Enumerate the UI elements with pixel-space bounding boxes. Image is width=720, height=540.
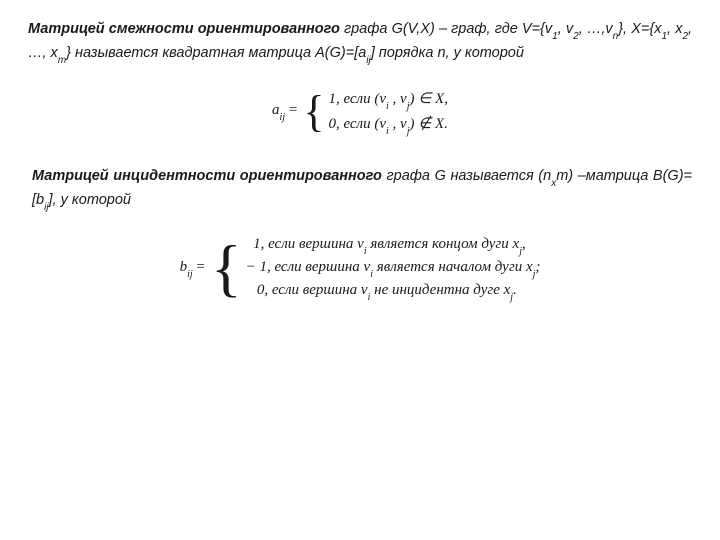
txt: V={v	[522, 21, 552, 37]
formula-adjacency: aij = { 1, если (νi , νj) ∈ X, 0, если (…	[28, 89, 692, 135]
case-rows: 1, если вершина νi является концом дуги …	[246, 236, 541, 301]
txt: графа G называется (n	[387, 168, 552, 184]
case-rows: 1, если (νi , νj) ∈ X, 0, если (νi , νj)…	[328, 89, 448, 135]
lhs: aij =	[272, 102, 297, 121]
case-row: 0, если вершина νi не инцидентна дуге xj…	[246, 282, 541, 301]
sub: ij	[187, 269, 193, 280]
eq: =	[285, 102, 297, 118]
sub: x	[551, 178, 556, 189]
sub: i	[386, 126, 389, 137]
case-row: 1, если (νi , νj) ∈ X,	[328, 89, 448, 110]
sub: m	[58, 55, 66, 66]
sub: 1	[552, 31, 558, 42]
term-adjacency: Матрицей смежности ориентированного	[28, 21, 340, 37]
lhs: bij =	[180, 259, 205, 278]
txt: ) ∉ X.	[409, 116, 447, 132]
sub: i	[364, 246, 367, 257]
txt: 0, если вершина ν	[257, 282, 368, 298]
term-incidence: Матрицей инцидентности ориентированного	[32, 168, 382, 184]
txt: , ν	[389, 116, 407, 132]
formula-incidence: bij = { 1, если вершина νi является конц…	[28, 236, 692, 301]
txt: не инцидентна дуге x	[370, 282, 510, 298]
txt: ], у которой	[49, 192, 131, 208]
brace-icon: {	[303, 93, 324, 130]
sub: i	[386, 101, 389, 112]
sub: ij	[366, 55, 370, 66]
txt: ;	[535, 259, 540, 275]
cases: { 1, если вершина νi является концом дуг…	[211, 236, 541, 301]
txt: ] порядка n, у которой	[371, 45, 524, 61]
sub: n	[613, 31, 619, 42]
sub: i	[370, 269, 373, 280]
sub: j	[519, 246, 522, 257]
sub: ij	[44, 202, 48, 213]
txt: 0, если (ν	[328, 116, 386, 132]
txt: ) ∈ X,	[409, 91, 447, 107]
case-row: 1, если вершина νi является концом дуги …	[246, 236, 541, 255]
txt: ,	[522, 236, 526, 252]
cases: { 1, если (νi , νj) ∈ X, 0, если (νi , ν…	[303, 89, 448, 135]
formula-content: bij = { 1, если вершина νi является конц…	[180, 236, 541, 301]
txt: – граф,	[439, 21, 491, 37]
txt: , ν	[389, 91, 407, 107]
txt: − 1, если вершина ν	[246, 259, 371, 275]
txt: называется квадратная матрица A(G)=[a	[75, 45, 366, 61]
sub: 2	[573, 31, 579, 42]
txt: , x	[667, 21, 682, 37]
txt: графа	[344, 21, 387, 37]
sub: j	[533, 269, 536, 280]
txt: , v	[558, 21, 573, 37]
txt: , …,v	[579, 21, 613, 37]
sub: 1	[661, 31, 667, 42]
sub: 2	[682, 31, 688, 42]
txt: где	[495, 21, 518, 37]
txt: является концом дуги x	[367, 236, 520, 252]
eq: =	[193, 259, 205, 275]
txt: 1, если (ν	[328, 91, 386, 107]
var: a	[272, 102, 280, 118]
formula-content: aij = { 1, если (νi , νj) ∈ X, 0, если (…	[272, 89, 448, 135]
txt: .	[513, 282, 517, 298]
definition-adjacency: Матрицей смежности ориентированного граф…	[28, 18, 692, 67]
sub: j	[510, 292, 513, 303]
txt: }	[66, 45, 71, 61]
sub: i	[368, 292, 371, 303]
txt: является началом дуги x	[373, 259, 533, 275]
var: b	[180, 259, 188, 275]
txt: G(V,X)	[392, 21, 435, 37]
txt: }, X={x	[618, 21, 661, 37]
sub: ij	[280, 112, 286, 123]
definition-incidence: Матрицей инцидентности ориентированного …	[32, 165, 692, 214]
txt: 1, если вершина ν	[253, 236, 364, 252]
brace-icon: {	[211, 242, 242, 294]
case-row: 0, если (νi , νj) ∉ X.	[328, 114, 448, 135]
case-row: − 1, если вершина νi является началом ду…	[246, 259, 541, 278]
